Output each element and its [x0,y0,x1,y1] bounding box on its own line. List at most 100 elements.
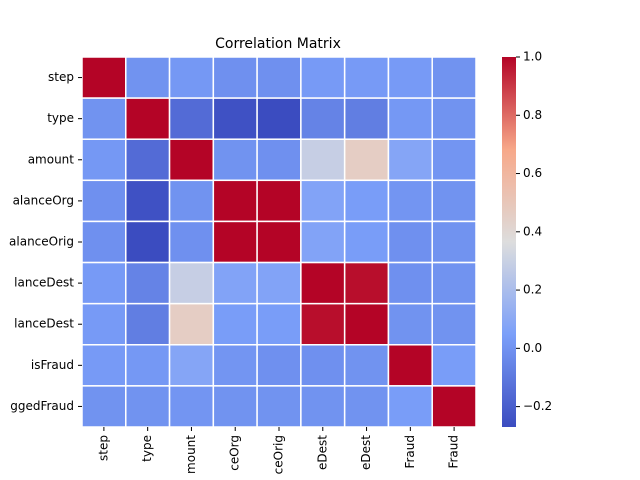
x-tick-label: eDest [315,435,329,470]
heatmap-cell [212,179,258,223]
heatmap-cell [81,344,127,387]
heatmap-cell [431,261,477,305]
colorbar-tick-label: 0.8 [523,108,542,122]
heatmap-cell [81,302,127,346]
y-tick-label: amount [28,152,75,166]
heatmap-cell [125,179,171,223]
heatmap-cell [256,385,302,428]
heatmap-cell [300,97,346,140]
heatmap-cell [343,344,390,387]
heatmap-cell [125,138,171,182]
colorbar-tick-label: 0.2 [523,283,542,297]
heatmap-cell [387,261,433,305]
heatmap-cell [125,97,171,140]
heatmap-cell [168,56,215,99]
heatmap-cell [81,138,127,182]
heatmap-cell [212,97,258,140]
heatmap-cell [81,56,127,99]
heatmap-cell [125,56,171,99]
heatmap-cell [168,344,215,387]
heatmap-cell [431,385,477,428]
x-tick-label: Fraud [447,435,461,469]
heatmap-cell [343,179,390,223]
heatmap-cell [343,220,390,264]
x-tick-label: ceOrg [228,435,242,471]
y-tick-label: ggedFraud [10,399,74,413]
heatmap-cell [168,302,215,346]
y-tick-label: lanceDest [14,276,74,290]
x-tick-label: step [96,435,110,461]
y-tick-label: isFraud [31,358,74,372]
heatmap-cell [256,220,302,264]
heatmap-cell [256,138,302,182]
heatmap-cell [212,344,258,387]
heatmap-cell [212,56,258,99]
heatmap-cell [81,261,127,305]
heatmap-cell [387,97,433,140]
heatmap-cell [343,261,390,305]
heatmap-cell [300,302,346,346]
heatmap-cell [387,179,433,223]
heatmap-cell [125,261,171,305]
heatmap-cell [81,220,127,264]
heatmap-cell [81,385,127,428]
colorbar [502,57,516,427]
heatmap-cell [168,97,215,140]
heatmap-cell [168,138,215,182]
heatmap-cell [431,56,477,99]
heatmap-cell [343,302,390,346]
chart-title: Correlation Matrix [215,36,341,52]
x-tick-label: mount [184,435,198,474]
heatmap-cell [343,385,390,428]
heatmap-cell [81,97,127,140]
colorbar-tick-label: 0.4 [523,224,542,238]
colorbar-tick-label: 0.6 [523,166,542,180]
heatmap-cell [125,385,171,428]
colorbar-tick-label: −0.2 [523,399,552,413]
heatmap-cell [343,97,390,140]
heatmap-cell [256,344,302,387]
heatmap-cell [300,220,346,264]
y-tick-label: alanceOrg [13,193,74,207]
heatmap-cell [431,344,477,387]
y-tick-label: lanceDest [14,317,74,331]
heatmap-cell [387,302,433,346]
heatmap-cell [256,302,302,346]
heatmap-cell [300,56,346,99]
colorbar-tick-label: 1.0 [523,50,542,64]
heatmap-cell [300,385,346,428]
heatmap-cell [81,179,127,223]
heatmap-cell [431,97,477,140]
x-tick-label: Fraud [403,435,417,469]
y-tick-label: alanceOrig [9,235,74,249]
y-tick-label: type [47,111,74,125]
heatmap-cell [212,385,258,428]
heatmap-cell [300,344,346,387]
heatmap-cell [387,385,433,428]
heatmap-cell [387,220,433,264]
heatmap-cell [212,138,258,182]
heatmap-cell [431,220,477,264]
heatmap-cell [256,179,302,223]
heatmap-cell [343,138,390,182]
heatmap-cell [125,220,171,264]
heatmap-cell [125,344,171,387]
heatmap-cell [168,179,215,223]
heatmap-cell [212,261,258,305]
x-tick-label: ceOrig [272,435,286,474]
heatmap-cell [212,302,258,346]
heatmap-cell [256,56,302,99]
heatmap-cell [300,179,346,223]
heatmap-cell [168,261,215,305]
heatmap-cell [343,56,390,99]
heatmap-cell [431,179,477,223]
heatmap-cell [168,385,215,428]
heatmap-cell [256,97,302,140]
heatmap-cell [431,138,477,182]
heatmap-cell [300,261,346,305]
y-tick-label: step [48,70,74,84]
heatmap-cell [168,220,215,264]
heatmap-cell [387,138,433,182]
heatmap-cell [387,56,433,99]
